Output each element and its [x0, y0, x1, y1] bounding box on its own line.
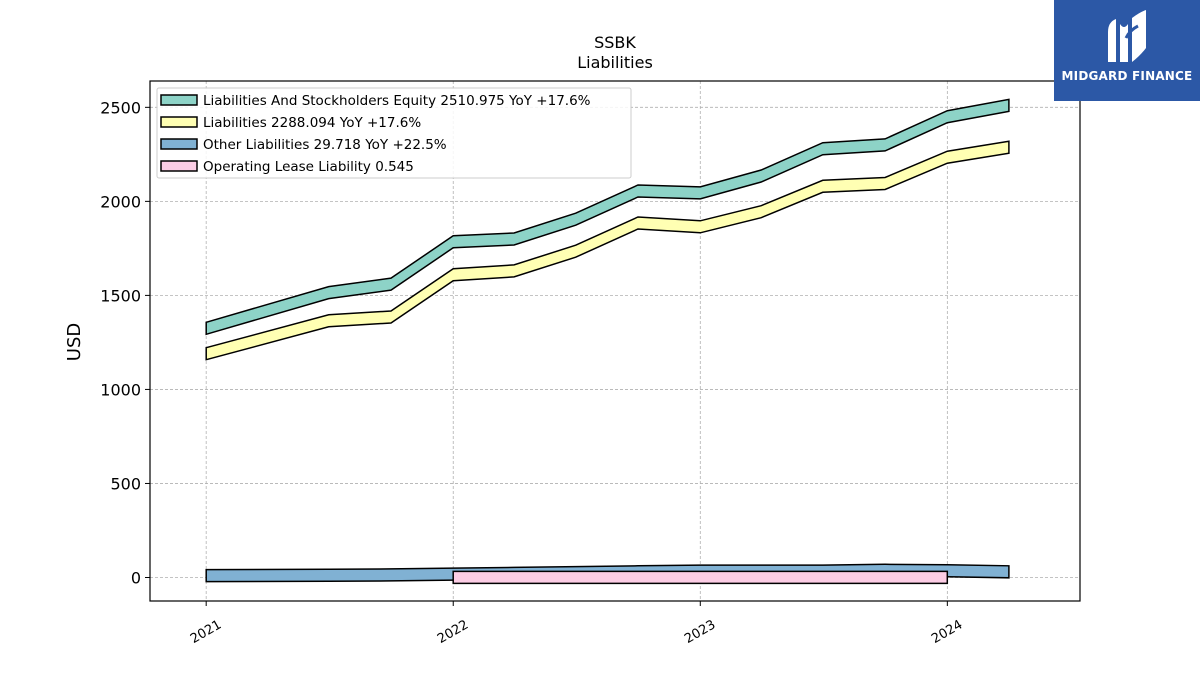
x-tick-label: 2022	[435, 617, 471, 647]
y-tick-label: 1000	[100, 380, 141, 399]
series-band-1	[205, 140, 1010, 361]
legend-swatch-3	[160, 160, 198, 172]
legend-entry-3: Operating Lease Liability 0.545	[203, 159, 414, 175]
x-tick-label: 2021	[188, 617, 224, 647]
logo-mark-icon	[1108, 10, 1146, 62]
legend-swatch-0	[160, 94, 198, 106]
midgard-finance-logo: MIDGARD FINANCE	[1054, 0, 1200, 101]
chart-title: SSBK	[594, 33, 636, 52]
series-band-0	[205, 98, 1010, 336]
chart-subtitle: Liabilities	[577, 53, 653, 72]
y-tick-label: 2500	[100, 98, 141, 117]
y-axis-label: USD	[64, 323, 85, 361]
series-band-3	[452, 570, 949, 585]
legend-swatch-2	[160, 138, 198, 150]
legend-entry-0: Liabilities And Stockholders Equity 2510…	[203, 93, 591, 109]
legend-swatch-1	[160, 116, 198, 128]
x-tick-label: 2023	[682, 617, 718, 647]
series-layer	[205, 98, 1010, 585]
y-tick-label: 2000	[100, 192, 141, 211]
y-tick-label: 500	[110, 474, 141, 493]
y-tick-label: 1500	[100, 286, 141, 305]
legend-entry-1: Liabilities 2288.094 YoY +17.6%	[203, 115, 421, 131]
logo-text: MIDGARD FINANCE	[1061, 69, 1193, 83]
legend-entry-2: Other Liabilities 29.718 YoY +22.5%	[203, 137, 447, 153]
plot-frame	[149, 80, 1081, 602]
y-tick-label: 0	[131, 568, 141, 587]
legend: Liabilities And Stockholders Equity 2510…	[156, 87, 632, 179]
legend-box	[156, 87, 632, 179]
x-tick-label: 2024	[929, 617, 965, 647]
